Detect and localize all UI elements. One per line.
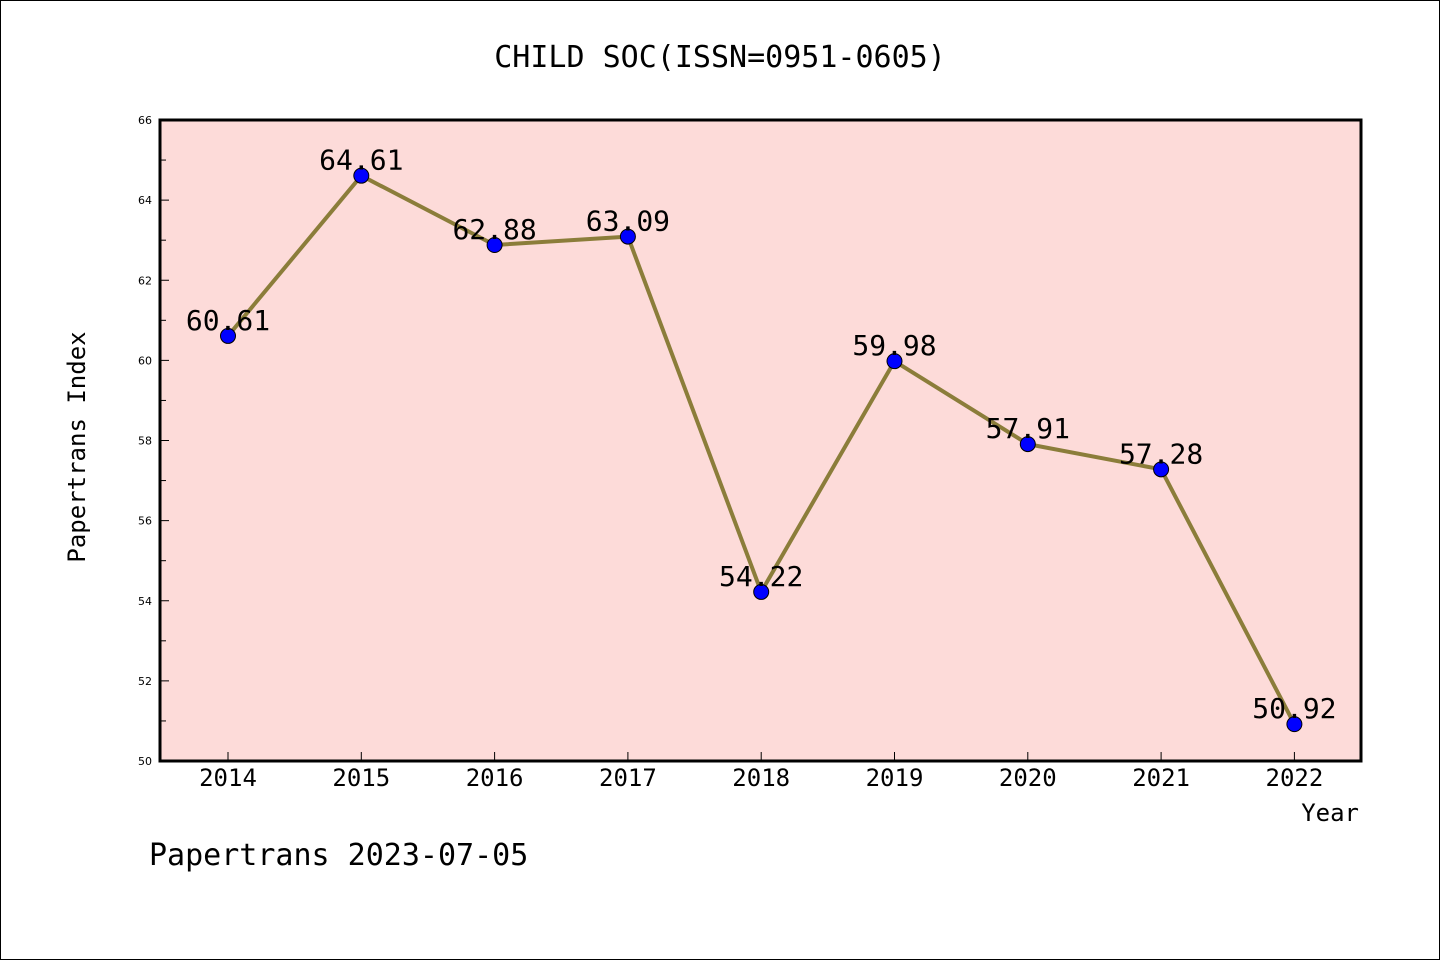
y-tick-label: 62 (138, 274, 152, 287)
y-tick-label: 52 (138, 675, 152, 688)
data-label: 62.88 (452, 213, 536, 246)
markers-group (220, 167, 1303, 733)
data-labels-group: 60.61 64.61 62.88 63.09 54.22 59.98 57.91 57.28… (186, 144, 1337, 725)
data-point (486, 236, 503, 253)
y-tick-label: 50 (138, 755, 152, 768)
y-axis: 50 52 54 56 58 60 62 64 66 (138, 114, 169, 768)
y-tick-label: 54 (138, 595, 152, 608)
x-tick-label: 2020 (999, 764, 1057, 792)
x-tick-label: 2016 (466, 764, 524, 792)
plot-area (158, 118, 1363, 763)
data-point (619, 228, 636, 245)
data-label: 57.28 (1119, 437, 1203, 470)
data-label: 57.91 (986, 412, 1070, 445)
x-tick-label: 2015 (332, 764, 390, 792)
data-label: 59.98 (852, 329, 936, 362)
y-tick-label: 60 (138, 354, 152, 367)
footer-credit: Papertrans 2023-07-05 (149, 838, 528, 873)
x-tick-label: 2021 (1132, 764, 1190, 792)
y-axis-label: Papertrans Index (63, 331, 91, 562)
data-point (1153, 461, 1170, 478)
x-tick-label: 2022 (1266, 764, 1324, 792)
data-point (353, 167, 370, 184)
data-label: 50.92 (1252, 692, 1336, 725)
data-label: 60.61 (186, 304, 270, 337)
data-label: 54.22 (719, 560, 803, 593)
data-label: 64.61 (319, 144, 403, 177)
data-point (886, 353, 903, 370)
x-tick-label: 2019 (866, 764, 924, 792)
x-axis-label: Year (1301, 799, 1359, 827)
data-label: 63.09 (586, 205, 670, 238)
y-tick-label: 56 (138, 515, 152, 528)
chart-title: CHILD SOC(ISSN=0951-0605) (494, 40, 946, 75)
x-tick-label: 2014 (199, 764, 257, 792)
data-point (1019, 436, 1036, 453)
data-point (753, 583, 770, 600)
y-tick-label: 58 (138, 435, 152, 448)
y-tick-label: 64 (138, 194, 152, 207)
x-axis: 2014 2015 2016 2017 2018 2019 2020 2021 2022 (199, 752, 1323, 792)
x-tick-label: 2018 (732, 764, 790, 792)
data-point (1286, 716, 1303, 733)
data-point (220, 327, 236, 344)
x-tick-label: 2017 (599, 764, 657, 792)
y-tick-label: 66 (138, 114, 152, 127)
